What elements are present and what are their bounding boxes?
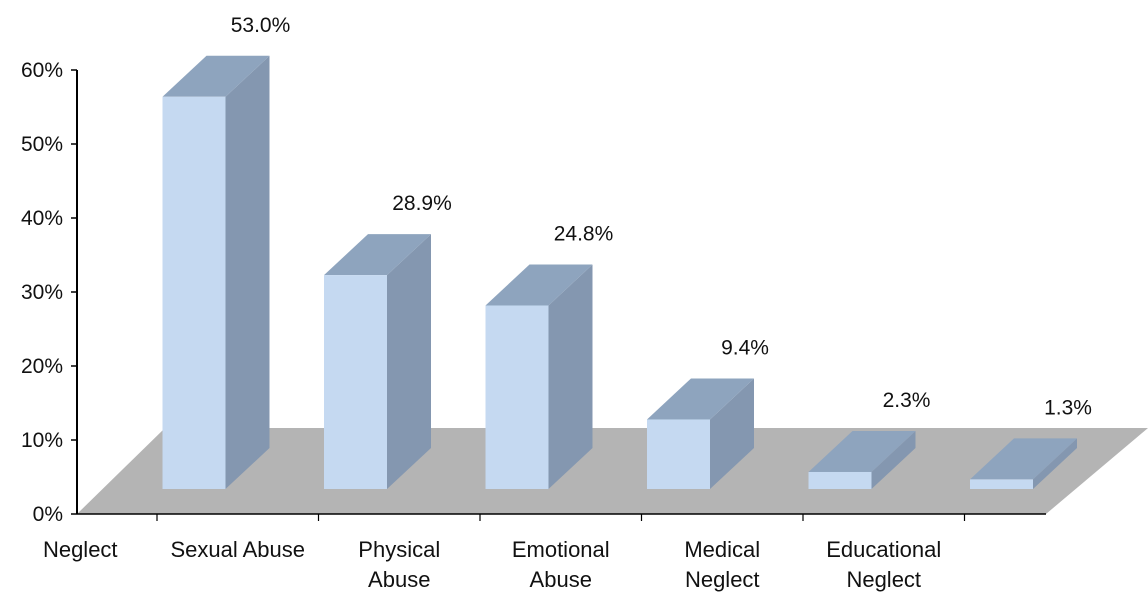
data-label: 2.3% — [883, 389, 931, 412]
x-category-label-line: Sexual Abuse — [170, 537, 305, 562]
x-category-label: Neglect — [43, 537, 118, 562]
data-label: 53.0% — [231, 14, 291, 37]
bar-top — [970, 438, 1077, 480]
bar — [324, 234, 431, 489]
data-label: 1.3% — [1044, 396, 1092, 419]
bar-front — [324, 275, 387, 489]
bar-side — [1033, 438, 1077, 489]
bar-front — [808, 471, 872, 489]
bar-front — [647, 419, 710, 489]
y-tick-label: 50% — [21, 133, 63, 156]
bar — [808, 430, 916, 489]
x-category-label-line: Abuse — [530, 567, 592, 592]
x-category-label-line: Neglect — [43, 537, 118, 562]
x-category-label-line: Neglect — [846, 567, 921, 592]
bar — [485, 264, 593, 489]
y-tick-label: 20% — [21, 355, 63, 378]
bar — [162, 55, 270, 490]
x-category-label: Emotional Abuse — [512, 537, 610, 592]
data-label: 9.4% — [721, 336, 769, 359]
data-label: 24.8% — [554, 222, 614, 245]
x-category-label-line: Abuse — [368, 567, 430, 592]
bar-front — [970, 479, 1033, 489]
bar — [970, 438, 1077, 489]
bar-top — [485, 264, 593, 306]
bar — [647, 378, 754, 489]
y-tick-label: 60% — [21, 59, 63, 82]
bar-top — [162, 55, 270, 97]
data-label: 28.9% — [392, 192, 452, 215]
x-category-label: Medical Neglect — [684, 537, 760, 592]
x-category-label-line: Emotional — [512, 537, 610, 562]
bar-side — [225, 55, 270, 490]
x-category-label: Sexual Abuse — [170, 537, 305, 562]
bar-side — [387, 234, 431, 489]
y-tick-label: 0% — [33, 503, 63, 526]
y-tick-label: 10% — [21, 429, 63, 452]
x-category-label: Physical Abuse — [358, 537, 440, 592]
bar-front — [485, 305, 549, 489]
x-category-label-line: Physical — [358, 537, 440, 562]
bar-side — [548, 264, 593, 489]
y-tick-label: 30% — [21, 281, 63, 304]
x-category-label-line: Medical — [684, 537, 760, 562]
bar-top — [647, 378, 754, 420]
y-tick-label: 40% — [21, 207, 63, 230]
x-category-label-line: Neglect — [685, 567, 760, 592]
x-category-label: Educational Neglect — [826, 537, 941, 592]
bar-side — [871, 430, 916, 489]
bar-top — [808, 430, 916, 472]
bar-side — [710, 378, 754, 489]
bar-top — [324, 234, 431, 276]
bar-front — [162, 96, 226, 490]
x-category-label-line: Educational — [826, 537, 941, 562]
